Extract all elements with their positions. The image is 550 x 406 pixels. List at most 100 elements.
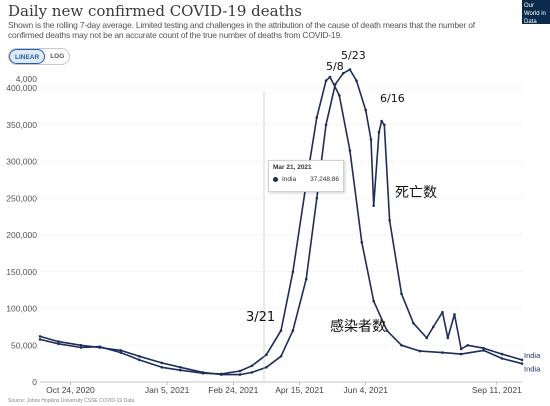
data-point-cases <box>291 270 295 274</box>
tooltip: Mar 21, 2021 India 37,248.86 <box>268 160 344 192</box>
data-point-deaths <box>520 358 524 362</box>
data-point-deaths <box>119 349 123 352</box>
data-point-deaths <box>466 344 470 347</box>
data-point-deaths <box>400 292 403 296</box>
data-point-deaths <box>201 371 205 374</box>
y-tick-label: 100,000 <box>6 304 37 314</box>
data-point-cases <box>328 75 332 79</box>
data-point-deaths <box>324 123 328 127</box>
x-tick-label: Jan 5, 2021 <box>145 385 190 395</box>
grid-lines <box>40 87 522 383</box>
data-point-deaths <box>315 197 319 200</box>
data-point-deaths <box>364 108 368 112</box>
x-tick-label: Sep 11, 2021 <box>472 385 522 395</box>
data-point-deaths <box>432 325 435 329</box>
data-point-deaths <box>453 313 456 316</box>
series-end-label: India <box>524 365 541 374</box>
x-tick-label: Feb 24, 2021 <box>208 385 258 395</box>
chart-subtitle: Shown is the rolling 7-day average. Limi… <box>8 20 475 40</box>
data-point-cases <box>400 344 403 347</box>
data-point-deaths <box>459 347 463 351</box>
data-point-cases <box>179 368 182 372</box>
x-tick-label: Jun 4, 2021 <box>344 385 389 395</box>
data-point-deaths <box>38 335 42 338</box>
data-point-cases <box>500 357 504 360</box>
y-tick-label: 50,000 <box>11 340 37 350</box>
y-axis: 0 50,000 100,000 150,000 200,000 250,000 300,0… <box>6 74 37 387</box>
data-point-deaths <box>441 310 444 314</box>
label-deaths: 死亡数 <box>395 185 437 201</box>
data-point-deaths <box>138 355 141 358</box>
data-point-deaths <box>220 373 223 376</box>
data-point-cases <box>482 349 485 352</box>
data-point-deaths <box>279 355 283 358</box>
data-point-cases <box>324 79 328 82</box>
data-point-cases <box>79 346 83 349</box>
data-point-deaths <box>238 373 242 376</box>
scale-toggle: LINEAR LOG <box>8 48 71 65</box>
log-button[interactable]: LOG <box>50 53 65 60</box>
annotation-peak-5-8: 5/8 <box>326 60 344 73</box>
tooltip-date: Mar 21, 2021 <box>273 164 312 171</box>
data-point-deaths <box>380 119 383 123</box>
data-point-cases <box>441 351 444 354</box>
data-point-deaths <box>265 366 268 369</box>
data-point-cases <box>348 149 352 152</box>
data-point-deaths <box>425 336 429 340</box>
tooltip-value: 37,248.86 <box>310 176 339 183</box>
data-point-deaths <box>383 123 386 127</box>
data-point-cases <box>279 329 283 332</box>
data-point-cases <box>160 366 164 369</box>
y-tick-label: 400,000 <box>6 83 37 93</box>
tooltip-dot <box>273 177 278 182</box>
data-point-cases <box>250 364 254 368</box>
data-point-deaths <box>250 371 254 374</box>
data-point-deaths <box>304 277 308 281</box>
y-tick-label: 0 <box>32 377 37 387</box>
data-point-cases <box>57 342 60 346</box>
x-tick-label: Apr 15, 2021 <box>275 385 324 395</box>
data-point-deaths <box>179 366 182 369</box>
chart-title: Daily new confirmed COVID-19 deaths <box>8 2 302 20</box>
data-point-cases <box>520 362 524 365</box>
x-axis: Oct 24, 2020 Jan 5, 2021 Feb 24, 2021 Apr 1… <box>40 381 522 395</box>
series-end-label: India <box>524 351 541 360</box>
y-tick-label: 150,000 <box>6 267 37 277</box>
data-point-deaths <box>372 204 376 207</box>
data-point-deaths <box>291 329 295 332</box>
label-cases: 感染者数 <box>330 319 386 335</box>
y-tick-label: 200,000 <box>6 230 37 240</box>
data-point-deaths <box>98 346 101 349</box>
y-tick-label: 250,000 <box>6 193 37 203</box>
y-tick-label: 300,000 <box>6 157 37 167</box>
data-point-cases <box>360 241 364 244</box>
data-point-deaths <box>482 346 485 350</box>
annotation-peak-5-23: 5/23 <box>341 49 366 62</box>
data-point-cases <box>138 358 141 362</box>
data-point-deaths <box>388 219 391 222</box>
series-lines: India India <box>38 68 541 376</box>
source-footer: Source: Johns Hopkins University CSSE CO… <box>8 398 135 404</box>
data-point-deaths <box>369 138 373 141</box>
data-point-deaths <box>341 72 345 75</box>
x-tick-label: Oct 24, 2020 <box>46 385 95 395</box>
data-point-deaths <box>348 68 352 71</box>
annotation-peak-6-16: 6/16 <box>380 92 405 105</box>
owid-logo[interactable]: Our World in Data <box>522 0 550 24</box>
data-point-cases <box>119 351 123 354</box>
data-point-cases <box>459 352 463 356</box>
data-point-cases <box>385 329 389 332</box>
data-point-cases <box>372 299 376 303</box>
data-point-cases <box>315 116 319 119</box>
annotation-3-21: 3/21 <box>246 310 276 325</box>
data-point-cases <box>265 353 268 357</box>
data-point-cases <box>418 349 422 353</box>
linear-button[interactable]: LINEAR <box>9 49 46 64</box>
data-point-deaths <box>377 130 381 134</box>
data-point-deaths <box>160 361 164 365</box>
tooltip-series: India <box>282 176 297 183</box>
data-point-deaths <box>500 352 504 356</box>
y-tick-label: 350,000 <box>6 120 37 130</box>
data-point-cases <box>338 94 341 97</box>
